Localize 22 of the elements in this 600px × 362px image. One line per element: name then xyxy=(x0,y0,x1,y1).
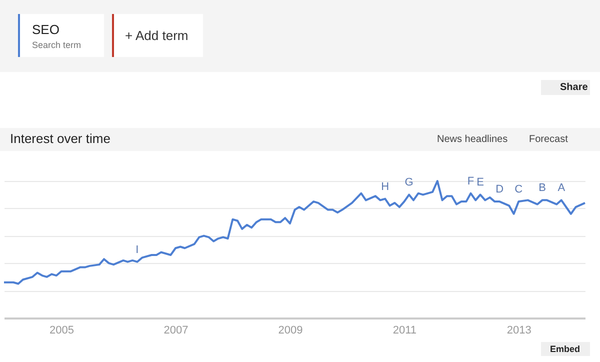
annotation: C xyxy=(514,184,523,196)
text: Share xyxy=(560,82,588,93)
annotation: G xyxy=(404,176,414,189)
x-tick-label: 2013 xyxy=(506,324,532,336)
x-tick-label: 2007 xyxy=(164,324,188,336)
chart-title: Interest over time xyxy=(10,131,110,146)
text: Embed xyxy=(550,344,580,354)
annotation: E xyxy=(476,176,484,189)
legend-title: Search term xyxy=(32,40,82,50)
text: Forecast xyxy=(529,134,568,145)
text: SEO xyxy=(32,22,60,37)
annotation: B xyxy=(538,182,546,194)
annotation: A xyxy=(558,182,566,194)
text: + Add term xyxy=(125,28,188,43)
x-tick-label: 2005 xyxy=(50,324,74,336)
annotation: H xyxy=(381,180,390,193)
annotation: F xyxy=(467,175,474,188)
x-tick-label: 2011 xyxy=(392,324,417,336)
x-tick-label: 2009 xyxy=(278,324,303,336)
annotation: D xyxy=(496,184,504,196)
annotation: I xyxy=(136,244,139,256)
text: News headlines xyxy=(437,134,508,145)
